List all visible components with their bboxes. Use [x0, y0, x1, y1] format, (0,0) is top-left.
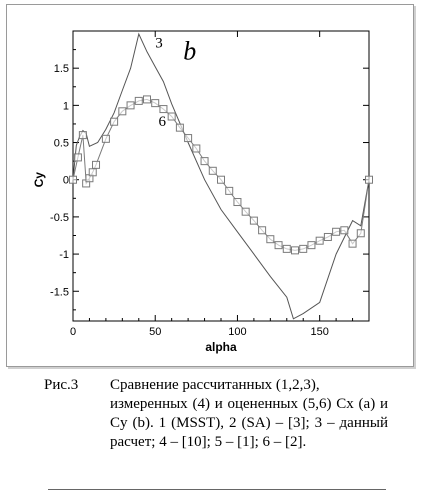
series-line [72, 32, 370, 320]
data-point [73, 153, 82, 162]
series-label: 3 [155, 35, 163, 51]
data-point [274, 241, 283, 250]
data-point [315, 236, 324, 245]
data-point [323, 232, 332, 241]
y-tick-label: -1.5 [50, 286, 69, 298]
caption-text: измеренных (4) и оцененных (5,6) Cx (a) … [110, 396, 388, 450]
caption-label: Рис.3 [44, 377, 79, 393]
data-point [101, 134, 110, 143]
data-point [159, 105, 168, 114]
data-point [266, 235, 275, 244]
caption-line-1: Сравнение рассчитанных (1,2,3), [110, 377, 320, 393]
data-point [348, 239, 357, 248]
data-point [200, 157, 209, 166]
data-point [258, 226, 267, 235]
data-point [92, 160, 101, 169]
series-label: 6 [159, 114, 167, 130]
data-point [233, 198, 242, 207]
y-axis-label: Cy [32, 172, 46, 188]
data-point [192, 144, 201, 153]
series-3 [72, 32, 370, 320]
series-6 [69, 95, 373, 255]
x-axis-label: alpha [205, 340, 237, 354]
data-point [241, 207, 250, 216]
y-tick-label: 0 [63, 175, 69, 187]
cy-chart: 0 50 100 150 -1.5 -1 -0.5 0 0.5 1 1.5 alpha Cy b 3 6 [32, 30, 373, 354]
data-point [118, 107, 127, 116]
panel-label: b [183, 36, 196, 65]
data-point [217, 175, 225, 184]
data-point [175, 123, 184, 132]
x-tick-label: 50 [149, 326, 161, 338]
data-point [126, 101, 135, 110]
data-point [151, 99, 160, 108]
data-point [167, 112, 176, 121]
data-point [88, 168, 97, 177]
data-point [208, 166, 217, 175]
x-tick-label: 0 [70, 326, 76, 338]
data-point [69, 175, 77, 184]
data-point [184, 134, 193, 143]
y-tick-label: 0.5 [54, 138, 69, 150]
data-point [110, 117, 119, 126]
data-point [356, 229, 365, 238]
x-tick-label: 100 [228, 326, 246, 338]
data-point [340, 226, 349, 235]
data-point [249, 216, 258, 225]
y-tick-label: -0.5 [50, 212, 69, 224]
x-tick-label: 150 [310, 326, 328, 338]
data-point [282, 244, 291, 253]
data-point [299, 244, 308, 253]
series-line [72, 98, 370, 251]
y-tick-label: -1 [59, 249, 69, 261]
data-point [225, 186, 234, 195]
y-tick-label: 1 [63, 100, 69, 112]
data-point [78, 131, 87, 140]
data-point [332, 227, 341, 236]
figure-frame: 0 50 100 150 -1.5 -1 -0.5 0 0.5 1 1.5 alpha Cy b 3 6 [6, 4, 414, 367]
bottom-rule [48, 489, 386, 490]
data-point [134, 96, 143, 105]
data-point [307, 241, 316, 250]
data-point [291, 246, 299, 255]
y-tick-label: 1.5 [54, 63, 69, 75]
data-point [365, 175, 373, 184]
figure-caption: Рис.3 Сравнение рассчитанных (1,2,3), из… [44, 376, 388, 452]
data-point [143, 95, 151, 104]
